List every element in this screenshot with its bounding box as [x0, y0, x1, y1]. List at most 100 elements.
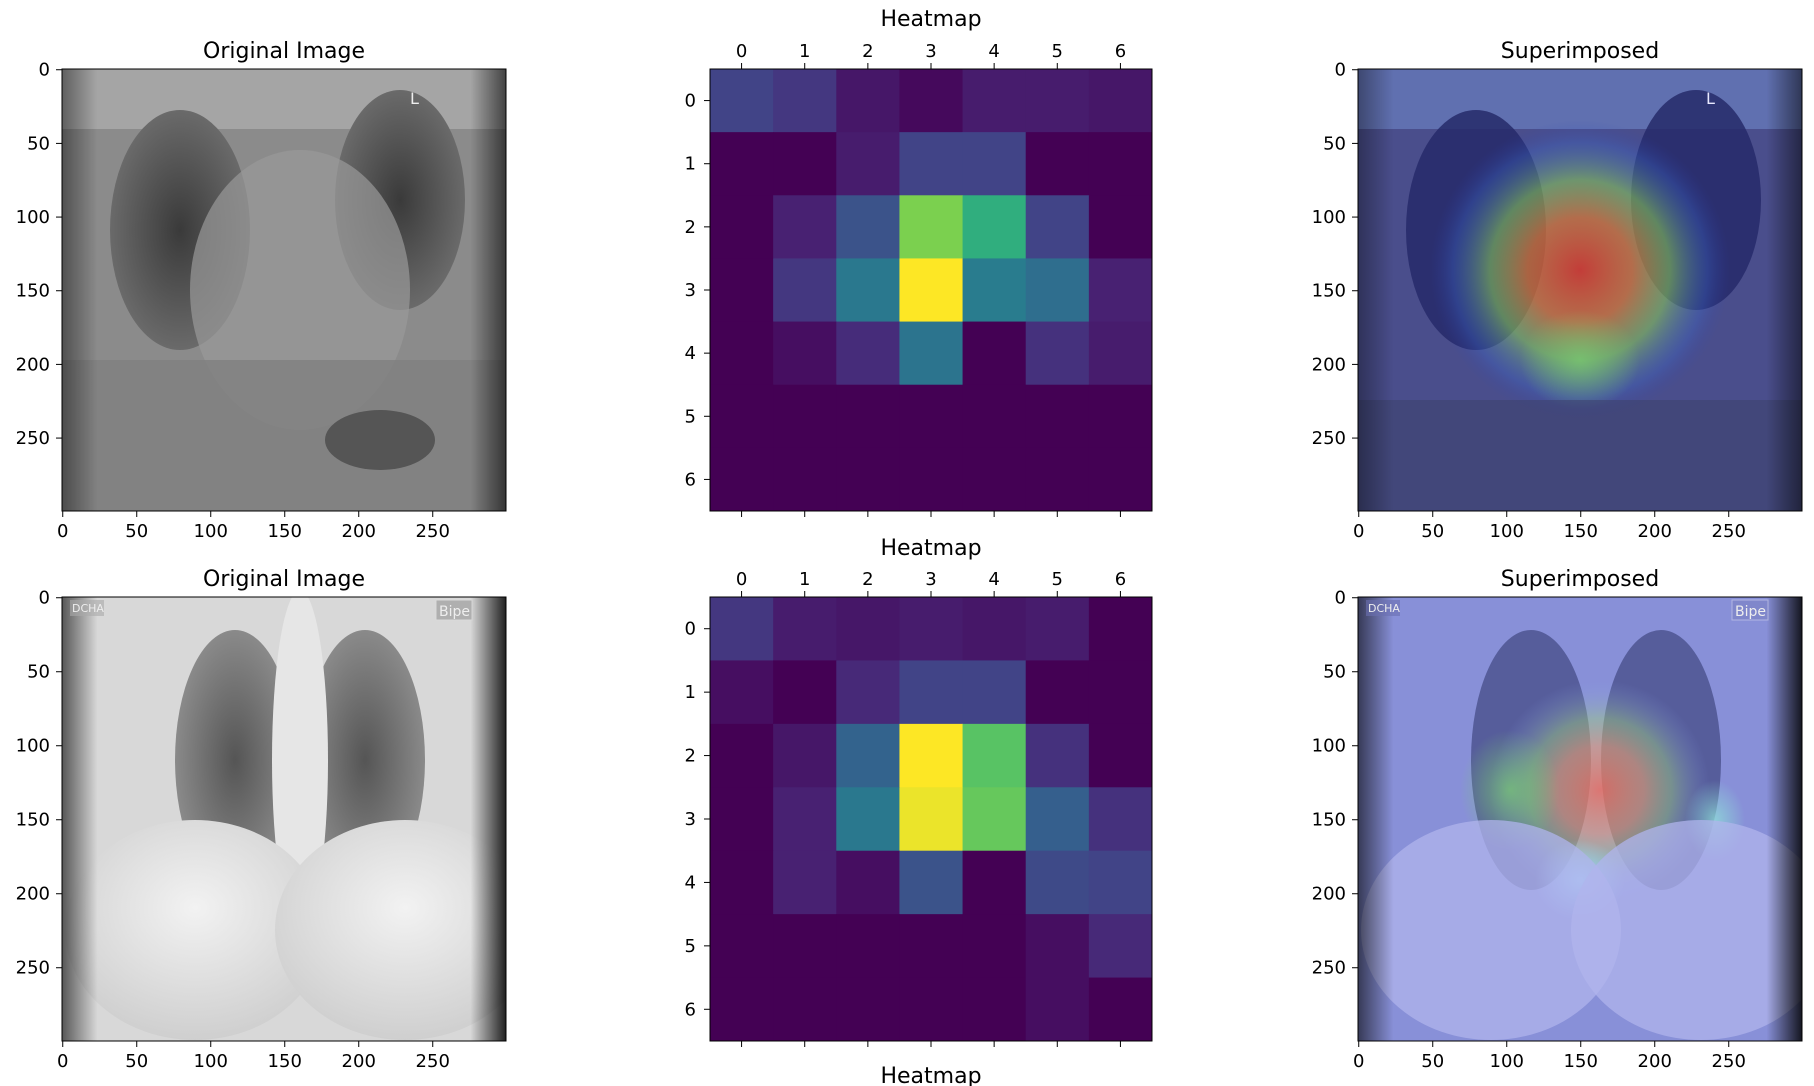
heatmap2-xtick-label: 1 — [799, 569, 810, 590]
row2-superimposed-xtick-label: 50 — [1421, 1051, 1444, 1072]
heatmap1-ytick-label: 1 — [685, 154, 696, 175]
heatmap2-cell-r6-c6 — [1088, 977, 1153, 1042]
heatmap1-cell-r4-c3 — [899, 321, 964, 386]
row1-superimposed-xtick-label: 0 — [1353, 521, 1364, 542]
heatmap1-cell-r6-c6 — [1088, 447, 1153, 512]
row3-heatmap-title: Heatmap — [880, 1064, 981, 1086]
marker-dcha-label-overlay: DCHA — [1368, 602, 1400, 615]
heatmap1-cell-r4-c1 — [773, 321, 837, 386]
heatmap1-ytick-label: 0 — [685, 91, 696, 112]
row1-superimposed-axes: 0 50 100 150 200 250 0 50 100 150 200 250 — [1312, 60, 1746, 542]
heatmap2-cell-r6-c2 — [836, 977, 900, 1042]
heatmap2-cell-r4-c5 — [1025, 850, 1090, 915]
row1-original-xtick-label: 0 — [57, 521, 68, 542]
row1-original-ytick-label: 250 — [16, 428, 50, 449]
heatmap2-cell-r3-c0 — [710, 787, 774, 852]
row1-superimposed-ytick-label: 0 — [1335, 60, 1346, 81]
heatmap1-cell-r1-c1 — [773, 132, 837, 196]
row2-original-xtick-label: 150 — [268, 1051, 302, 1072]
heatmap1-cell-r4-c6 — [1088, 321, 1153, 386]
heatmap1-cell-r0-c4 — [962, 69, 1027, 133]
heatmap1-xtick-label: 2 — [862, 41, 873, 62]
row2-superimposed-ytick-label: 100 — [1312, 736, 1346, 757]
heatmap1-cell-r4-c5 — [1025, 321, 1090, 386]
row2-original-ytick-label: 100 — [16, 736, 50, 757]
row2-original-axes: 0 50 100 150 200 250 0 50 100 150 200 250 — [16, 588, 450, 1072]
heatmap2-cell-r2-c4 — [962, 723, 1027, 788]
heatmap1-ytick-label: 2 — [685, 217, 696, 238]
heatmap2-cell-r0-c4 — [962, 597, 1027, 661]
heatmap1-cell-r2-c3 — [899, 195, 964, 259]
heatmap1-cell-r6-c0 — [710, 447, 774, 512]
row2-superimposed-xtick-label: 0 — [1353, 1051, 1364, 1072]
row2-superimposed-title: Superimposed — [1501, 567, 1659, 592]
heatmap1-cell-r6-c1 — [773, 447, 837, 512]
heatmap2-xtick-label: 4 — [988, 569, 999, 590]
heatmap2-cell-r6-c4 — [962, 977, 1027, 1042]
row1-original-xtick-label: 50 — [125, 521, 148, 542]
heatmap2-cell-r2-c0 — [710, 723, 774, 788]
heatmap1-cell-r3-c5 — [1025, 258, 1090, 323]
heatmap2-cell-r3-c1 — [773, 787, 837, 852]
heatmap2-xtick-label: 2 — [862, 569, 873, 590]
heatmap2-cell-r0-c1 — [773, 597, 837, 661]
row2-heatmap: 0 1 2 3 4 5 6 0 1 2 3 4 5 6 — [685, 569, 1153, 1047]
heatmap2-ytick-label: 6 — [685, 999, 696, 1020]
heatmap2-ytick-label: 3 — [685, 809, 696, 830]
row1-heatmap: 0 1 2 3 4 5 6 0 1 2 3 4 5 6 — [685, 41, 1153, 517]
heatmap2-cell-r2-c3 — [899, 723, 964, 788]
heatmap2-cell-r5-c5 — [1025, 914, 1090, 979]
heatmap2-cell-r5-c4 — [962, 914, 1027, 979]
row2-original-image: DCHA Bipe — [62, 597, 506, 1041]
heatmap1-cell-r6-c3 — [899, 447, 964, 512]
row1-original-xtick-label: 100 — [194, 521, 228, 542]
row1-heatmap-title: Heatmap — [880, 7, 981, 32]
heatmap2-cell-r2-c1 — [773, 723, 837, 788]
row2-original-xtick-label: 200 — [342, 1051, 376, 1072]
heatmap1-cell-r2-c6 — [1088, 195, 1153, 259]
heatmap1-xtick-label: 6 — [1115, 41, 1126, 62]
heatmap1-cell-r4-c2 — [836, 321, 900, 386]
row2-original-title: Original Image — [203, 567, 365, 592]
heatmap2-cell-r2-c6 — [1088, 723, 1153, 788]
heatmap1-cell-r3-c2 — [836, 258, 900, 323]
heatmap1-cell-r5-c2 — [836, 384, 900, 449]
row2-superimposed-ytick-label: 50 — [1323, 662, 1346, 683]
heatmap1-cell-r1-c4 — [962, 132, 1027, 196]
heatmap2-cell-r0-c3 — [899, 597, 964, 661]
row2-original-xtick-label: 50 — [125, 1051, 148, 1072]
heatmap1-ytick-label: 3 — [685, 280, 696, 301]
heatmap2-xtick-label: 6 — [1115, 569, 1126, 590]
heatmap2-cell-r5-c0 — [710, 914, 774, 979]
row2-original-ytick-label: 200 — [16, 884, 50, 905]
heatmap1-cell-r5-c1 — [773, 384, 837, 449]
heatmap1-xtick-label: 1 — [799, 41, 810, 62]
heatmap1-cell-r1-c2 — [836, 132, 900, 196]
heatmap1-cell-r1-c0 — [710, 132, 774, 196]
heatmap2-cell-r6-c5 — [1025, 977, 1090, 1042]
row1-superimposed-xtick-label: 150 — [1564, 521, 1598, 542]
heatmap2-cell-r1-c0 — [710, 660, 774, 725]
heatmap1-xtick-label: 4 — [988, 41, 999, 62]
heatmap2-cell-r1-c1 — [773, 660, 837, 725]
heatmap2-ytick-label: 4 — [685, 872, 696, 893]
row1-superimposed-ytick-label: 100 — [1312, 207, 1346, 228]
heatmap2-cell-r6-c3 — [899, 977, 964, 1042]
row1-original-title: Original Image — [203, 39, 365, 64]
heatmap1-cell-r6-c2 — [836, 447, 900, 512]
marker-bipe-label-overlay: Bipe — [1735, 604, 1766, 620]
heatmap2-cell-r4-c2 — [836, 850, 900, 915]
row2-superimposed-xtick-label: 100 — [1490, 1051, 1524, 1072]
heatmap2-cell-r5-c3 — [899, 914, 964, 979]
heatmap2-cell-r4-c6 — [1088, 850, 1153, 915]
heatmap1-cell-r2-c2 — [836, 195, 900, 259]
heatmap1-cell-r3-c6 — [1088, 258, 1153, 323]
heatmap2-cell-r1-c2 — [836, 660, 900, 725]
heatmap1-cell-r0-c2 — [836, 69, 900, 133]
heatmap1-cell-r0-c1 — [773, 69, 837, 133]
heatmap2-cell-r6-c0 — [710, 977, 774, 1042]
heatmap1-cell-r2-c4 — [962, 195, 1027, 259]
heatmap1-cell-r3-c3 — [899, 258, 964, 323]
heatmap2-cell-r5-c6 — [1088, 914, 1153, 979]
row1-original-ytick-label: 150 — [16, 281, 50, 302]
